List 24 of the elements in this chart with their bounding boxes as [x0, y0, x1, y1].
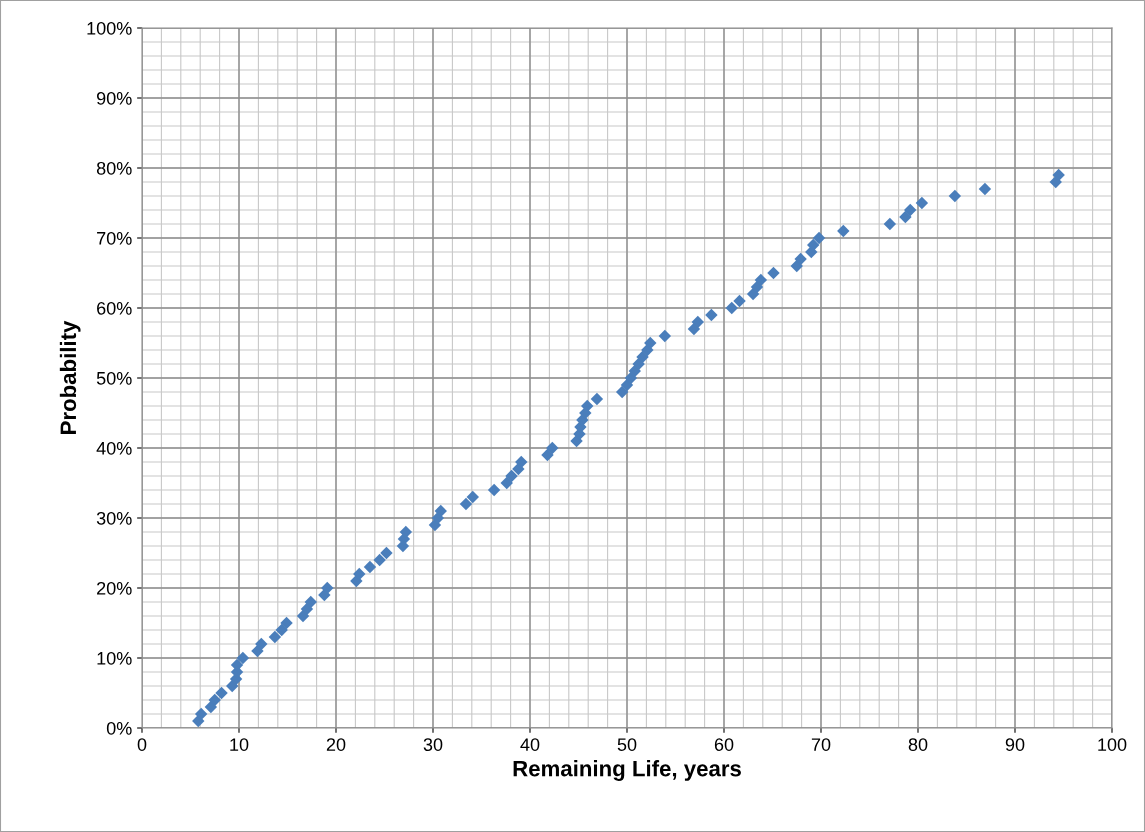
x-tick-label: 30 — [423, 738, 443, 751]
y-tick-label: 40% — [96, 441, 132, 455]
y-tick-label: 100% — [87, 21, 132, 35]
x-tick-label: 10 — [230, 738, 249, 751]
y-tick-label: 90% — [96, 91, 132, 105]
x-tick-label: 100 — [1098, 738, 1127, 751]
x-tick-label: 70 — [811, 738, 831, 751]
y-tick-label: 80% — [96, 161, 132, 175]
y-tick-label: 10% — [97, 651, 132, 665]
x-axis-title: Remaining Life, years — [513, 760, 741, 781]
y-tick-label: 60% — [97, 301, 132, 315]
x-tick-label: 50 — [617, 738, 637, 751]
y-tick-label: 70% — [97, 231, 132, 245]
x-tick-label: 60 — [714, 738, 734, 751]
y-tick-label: 50% — [96, 371, 132, 385]
y-tick-label: 20% — [97, 581, 132, 595]
y-axis-title: Probability — [59, 320, 81, 434]
x-tick-label: 80 — [908, 738, 928, 751]
x-tick-label: 20 — [326, 738, 346, 751]
x-tick-label: 0 — [137, 738, 147, 751]
y-tick-label: 30% — [96, 511, 132, 525]
x-tick-label: 90 — [1005, 738, 1025, 751]
x-tick-label: 40 — [520, 738, 540, 751]
y-tick-label: 0% — [106, 721, 132, 735]
